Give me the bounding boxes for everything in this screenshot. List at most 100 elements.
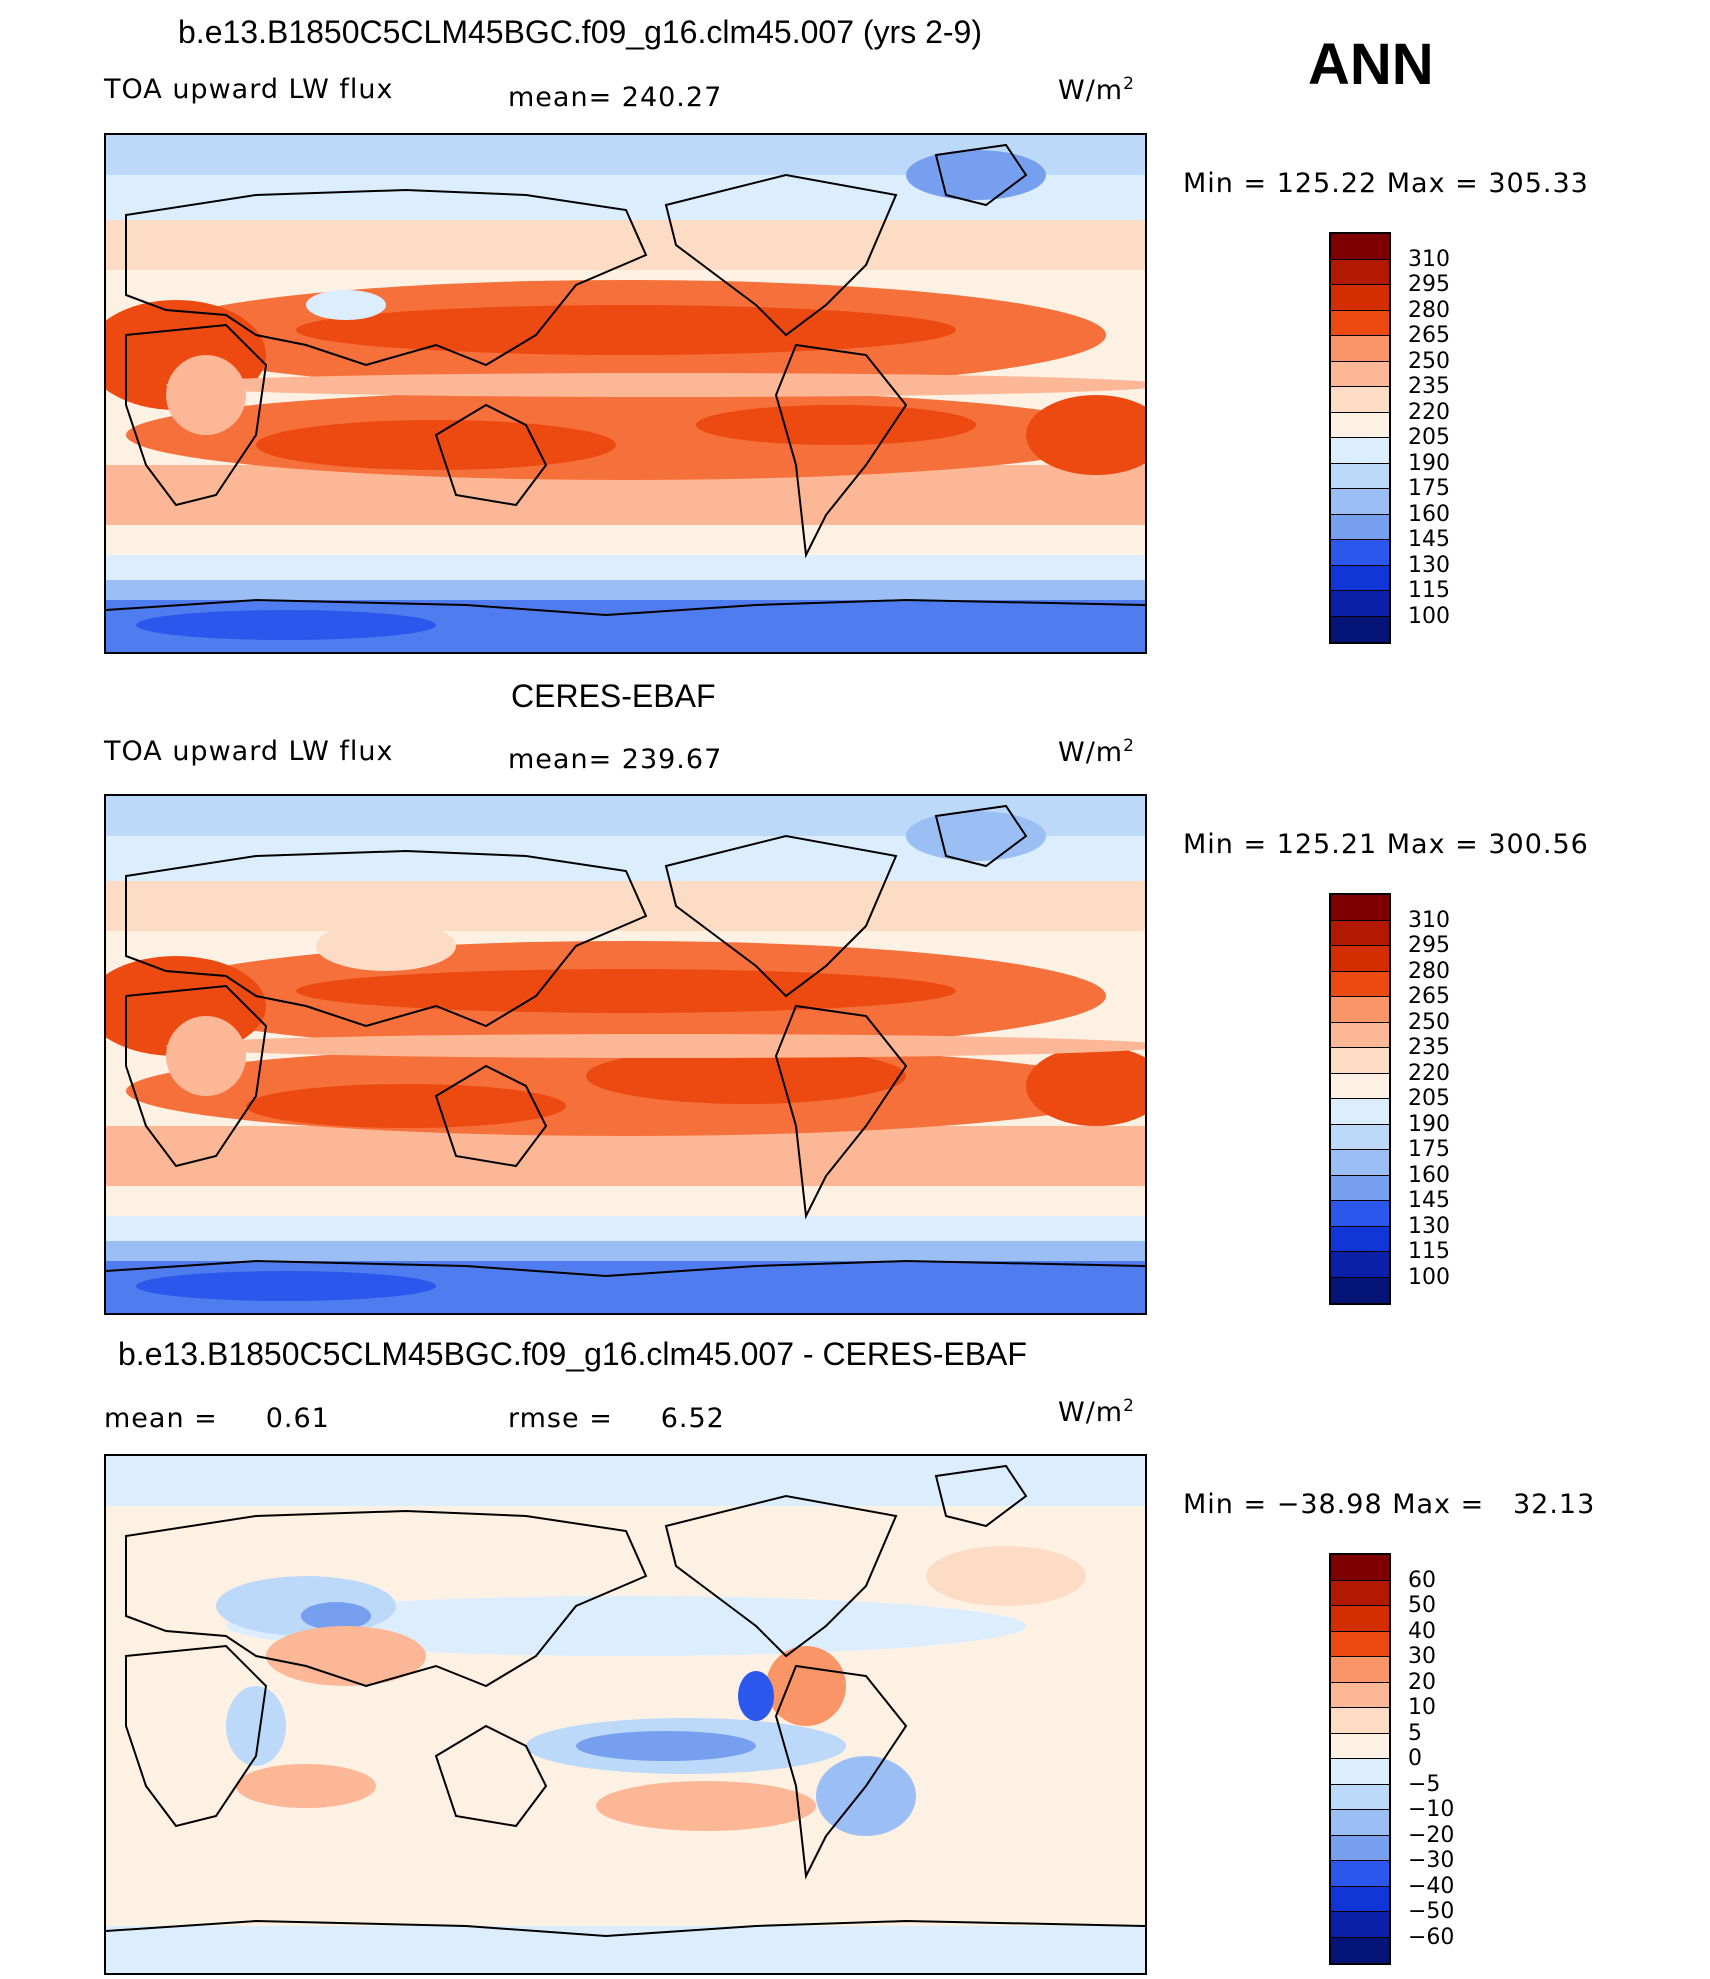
panel2-map (104, 794, 1147, 1315)
panel3-mean: mean = 0.61 (104, 1403, 330, 1434)
colorbar-tick-label: 40 (1408, 1618, 1436, 1644)
colorbar-segment (1331, 1759, 1389, 1785)
colorbar-segment (1331, 1861, 1389, 1887)
colorbar-segment (1331, 310, 1389, 336)
panel3-title: b.e13.B1850C5CLM45BGC.f09_g16.clm45.007 … (118, 1336, 1027, 1372)
colorbar-segment (1331, 234, 1389, 260)
colorbar-tick-label: 280 (1408, 297, 1450, 323)
panel2-map-svg (106, 796, 1145, 1313)
colorbar-tick-label: 190 (1408, 1111, 1450, 1137)
colorbar-segment (1331, 1555, 1389, 1581)
colorbar-tick-label: 145 (1408, 527, 1450, 552)
colorbar-segment (1331, 1099, 1389, 1125)
colorbar-segment (1331, 489, 1389, 515)
colorbar-tick-label: −60 (1408, 1924, 1455, 1950)
colorbar-segment (1331, 285, 1389, 311)
colorbar-segment (1331, 412, 1389, 438)
colorbar-tick-label: 265 (1408, 984, 1450, 1009)
panel1-variable: TOA upward LW flux (104, 74, 394, 105)
colorbar-tick-label: 115 (1408, 1239, 1450, 1264)
colorbar-segment (1331, 997, 1389, 1023)
colorbar-segment (1331, 1886, 1389, 1912)
panel3-colorbar (1329, 1553, 1391, 1965)
colorbar-tick-label: 265 (1408, 323, 1450, 348)
colorbar-tick-label: 295 (1408, 933, 1450, 958)
colorbar-tick-label: 130 (1408, 1213, 1450, 1239)
colorbar-segment (1331, 1657, 1389, 1683)
colorbar-segment (1331, 1150, 1389, 1176)
colorbar-segment (1331, 1201, 1389, 1227)
colorbar-tick-label: 175 (1408, 1137, 1450, 1162)
colorbar-segment (1331, 1580, 1389, 1606)
colorbar-tick-label: −5 (1408, 1771, 1441, 1797)
colorbar-segment (1331, 1733, 1389, 1759)
panel2-variable: TOA upward LW flux (104, 736, 394, 767)
panel1-title: b.e13.B1850C5CLM45BGC.f09_g16.clm45.007 … (178, 14, 982, 50)
colorbar-tick-label: 280 (1408, 958, 1450, 984)
colorbar-segment (1331, 1810, 1389, 1836)
colorbar-segment (1331, 1631, 1389, 1657)
colorbar-tick-label: 20 (1408, 1669, 1436, 1695)
colorbar-segment (1331, 946, 1389, 972)
colorbar-tick-label: 190 (1408, 450, 1450, 476)
colorbar-tick-label: −10 (1408, 1797, 1455, 1822)
colorbar-tick-label: 100 (1408, 1264, 1450, 1290)
panel3-rmse: rmse = 6.52 (508, 1403, 725, 1434)
colorbar-segment (1331, 1708, 1389, 1734)
panel2-colorbar (1329, 893, 1391, 1305)
panel2-title: CERES-EBAF (511, 678, 716, 714)
colorbar-segment (1331, 1022, 1389, 1048)
colorbar-segment (1331, 336, 1389, 362)
colorbar-segment (1331, 1048, 1389, 1074)
colorbar-segment (1331, 259, 1389, 285)
colorbar-tick-label: 0 (1408, 1746, 1422, 1771)
panel1-map-svg (106, 135, 1145, 652)
colorbar-segment (1331, 1124, 1389, 1150)
colorbar-tick-label: 30 (1408, 1644, 1436, 1669)
colorbar-tick-label: −20 (1408, 1822, 1455, 1848)
colorbar-tick-label: 235 (1408, 374, 1450, 399)
colorbar-segment (1331, 1784, 1389, 1810)
colorbar-segment (1331, 438, 1389, 464)
panel3-units: W/m2 (1058, 1396, 1135, 1428)
colorbar-tick-label: 205 (1408, 1086, 1450, 1111)
colorbar-segment (1331, 540, 1389, 566)
colorbar-segment (1331, 1937, 1389, 1963)
season-label: ANN (1308, 32, 1434, 97)
colorbar-segment (1331, 387, 1389, 413)
colorbar-tick-label: 50 (1408, 1593, 1436, 1618)
panel1-map (104, 133, 1147, 654)
colorbar-tick-label: 115 (1408, 578, 1450, 603)
colorbar-tick-label: 235 (1408, 1035, 1450, 1060)
colorbar-tick-label: 250 (1408, 348, 1450, 374)
panel1-mean: mean= 240.27 (508, 82, 723, 113)
colorbar-tick-label: 310 (1408, 907, 1450, 933)
colorbar-tick-label: −40 (1408, 1873, 1455, 1899)
colorbar-segment (1331, 1682, 1389, 1708)
colorbar-tick-label: 295 (1408, 272, 1450, 297)
colorbar-segment (1331, 920, 1389, 946)
colorbar-tick-label: 160 (1408, 1162, 1450, 1188)
colorbar-segment (1331, 514, 1389, 540)
colorbar-tick-label: 10 (1408, 1695, 1436, 1720)
colorbar-tick-label: 145 (1408, 1188, 1450, 1213)
panel2-units: W/m2 (1058, 736, 1135, 768)
colorbar-segment (1331, 1912, 1389, 1938)
colorbar-tick-label: 5 (1408, 1720, 1422, 1746)
colorbar-segment (1331, 1606, 1389, 1632)
colorbar-tick-label: 220 (1408, 399, 1450, 425)
colorbar-segment (1331, 616, 1389, 642)
panel1-units: W/m2 (1058, 74, 1135, 106)
colorbar-segment (1331, 971, 1389, 997)
panel3-map (104, 1454, 1147, 1975)
colorbar-tick-label: 205 (1408, 425, 1450, 450)
colorbar-segment (1331, 895, 1389, 921)
colorbar-tick-label: 175 (1408, 476, 1450, 501)
colorbar-tick-label: 220 (1408, 1060, 1450, 1086)
colorbar-tick-label: −30 (1408, 1848, 1455, 1873)
colorbar-segment (1331, 1252, 1389, 1278)
colorbar-segment (1331, 1175, 1389, 1201)
colorbar-segment (1331, 361, 1389, 387)
panel1-colorbar (1329, 232, 1391, 644)
colorbar-segment (1331, 591, 1389, 617)
